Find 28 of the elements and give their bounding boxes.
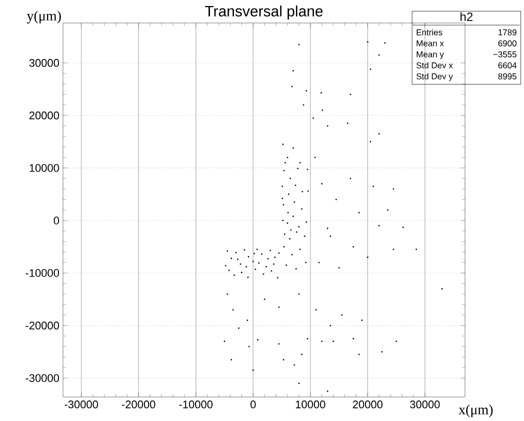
text: h2 [460, 12, 473, 22]
y-tick-label: -10000 [26, 269, 60, 278]
x-tick-label: -10000 [179, 400, 213, 409]
annotation: Std Dev x [416, 62, 453, 69]
x-tick-label: 30000 [410, 400, 440, 409]
y-axis-title: y(μm) [26, 10, 61, 24]
y-tick-label: 0 [54, 216, 60, 225]
x-tick-label: 10000 [296, 400, 326, 409]
x-axis-title: x(μm) [458, 404, 493, 418]
annotation: Std Dev y [416, 73, 453, 82]
x-tick-label: 0 [250, 400, 256, 409]
text: −3555 [493, 52, 516, 58]
chart-title: Transversal plane [205, 6, 323, 20]
text: 6900 [498, 40, 516, 47]
annotation: Mean x [416, 40, 444, 47]
y-tick-label: 20000 [29, 112, 60, 120]
x-tick-label: -30000 [64, 400, 98, 409]
x-tick-label: 20000 [352, 400, 382, 409]
y-tick-label: 30000 [29, 59, 60, 68]
x-tick-label: -20000 [122, 400, 156, 409]
annotation: Mean y [416, 52, 444, 60]
text: 6604 [498, 62, 517, 69]
y-tick-label: -20000 [26, 322, 60, 330]
y-tick-label: 10000 [30, 164, 60, 172]
annotation: Entries [416, 29, 442, 36]
y-tick-label: -30000 [26, 374, 60, 382]
text: 1789 [498, 30, 516, 36]
text: 8995 [498, 74, 516, 80]
